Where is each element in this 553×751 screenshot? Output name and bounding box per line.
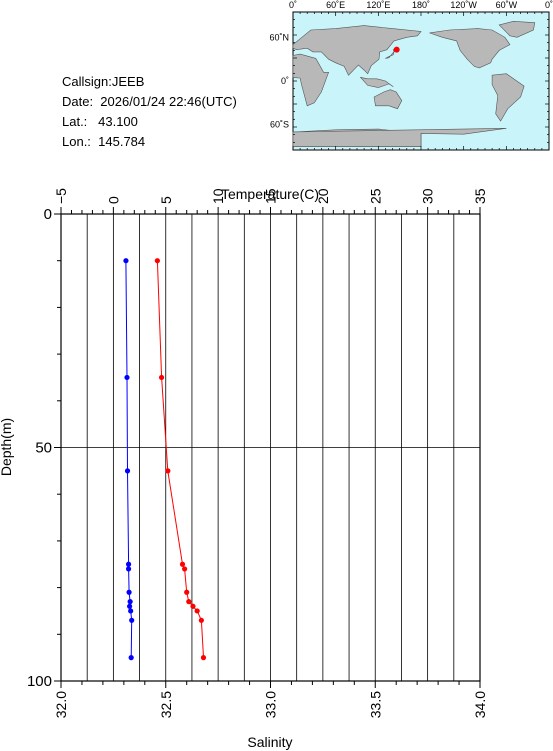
date-text: Date: 2026/01/24 22:46(UTC) <box>62 94 237 109</box>
land-mass <box>292 53 330 107</box>
temperature-tick-label: −5 <box>53 188 69 204</box>
temperature-tick-label: 30 <box>420 188 436 204</box>
land-mass <box>359 76 394 88</box>
salinity-data-point <box>154 258 160 264</box>
temperature-data-point <box>123 258 129 264</box>
station-marker <box>393 46 400 53</box>
salinity-axis-label: Salinity <box>247 734 292 750</box>
salinity-tick-label: 33.5 <box>367 691 383 718</box>
salinity-data-point <box>190 603 196 609</box>
temperature-data-point <box>128 655 134 661</box>
land-mass <box>429 28 511 69</box>
salinity-data-point <box>179 561 186 567</box>
lat-text: Lat.: 43.100 <box>62 114 138 129</box>
salinity-tick-label: 33.0 <box>263 691 279 718</box>
temperature-data-point <box>128 608 134 614</box>
temperature-tick-label: 25 <box>367 188 383 204</box>
map-lon-label: 120˚E <box>366 0 390 10</box>
temperature-tick-label: 5 <box>158 196 174 204</box>
map-lon-label: 0˚ <box>289 0 297 10</box>
temperature-axis-label: Temperature(C) <box>221 186 319 202</box>
world-map: 0˚ 60˚E 120˚E 180˚ 120˚W 60˚W 0˚ 60˚N 0˚ 60˚S <box>269 0 553 151</box>
callsign-text: Callsign:JEEB <box>62 74 145 89</box>
temperature-data-point <box>125 566 132 572</box>
temperature-ticks: −5 0 5 10 15 20 25 30 35 <box>53 188 488 214</box>
chart-grid <box>60 214 481 681</box>
depth-axis-label: Depth(m) <box>0 418 14 476</box>
salinity-ticks: 32.0 32.5 33.0 33.5 34.0 <box>53 681 488 718</box>
station-info: Callsign:JEEB Date: 2026/01/24 22:46(UTC… <box>62 72 237 152</box>
salinity-data-point <box>198 617 204 623</box>
temperature-tick-label: 20 <box>315 188 331 204</box>
salinity-data-point <box>194 608 200 614</box>
map-lat-label: 60˚N <box>269 32 289 42</box>
salinity-data-point <box>186 599 192 605</box>
depth-tick-label: 50 <box>35 440 52 457</box>
map-frame-ticks <box>292 11 550 151</box>
temperature-data-point <box>124 374 130 381</box>
land-mass <box>491 73 525 122</box>
map-lon-label: 0˚ <box>545 0 553 10</box>
map-lon-label: 60˚W <box>496 0 518 10</box>
map-land <box>292 20 536 147</box>
series-layer <box>123 258 207 661</box>
temperature-data-point <box>129 617 135 623</box>
map-lat-label: 60˚S <box>270 120 289 130</box>
map-lon-label: 60˚E <box>326 0 345 10</box>
map-latitude-labels: 60˚N 0˚ 60˚S <box>269 32 289 129</box>
temperature-data-point <box>126 589 132 595</box>
depth-tick-label: 100 <box>27 673 52 690</box>
temperature-series-line <box>125 260 133 658</box>
salinity-tick-label: 32.0 <box>53 691 69 718</box>
lon-text: Lon.: 145.784 <box>62 134 146 149</box>
temperature-tick-label: 35 <box>472 188 488 204</box>
profile-chart: −5 0 5 10 15 20 25 30 35 32.0 32.5 33.0 33.5 34.0 05… <box>0 186 488 750</box>
salinity-tick-label: 34.0 <box>472 691 488 718</box>
map-lon-label: 120˚W <box>450 0 477 10</box>
temperature-tick-label: 10 <box>210 188 226 204</box>
salinity-data-point <box>200 655 207 661</box>
map-longitude-labels: 0˚ 60˚E 120˚E 180˚ 120˚W 60˚W 0˚ <box>289 0 553 10</box>
temperature-data-point <box>127 599 133 605</box>
map-lon-label: 180˚ <box>412 0 430 10</box>
temperature-tick-label: 0 <box>105 196 121 204</box>
land-mass <box>292 25 422 76</box>
land-mass <box>373 89 403 110</box>
salinity-data-point <box>165 468 171 474</box>
land-mass <box>498 20 536 38</box>
temperature-tick-label: 15 <box>263 188 279 204</box>
salinity-data-point <box>182 566 188 572</box>
salinity-data-point <box>184 589 190 595</box>
salinity-data-point <box>158 374 165 381</box>
temperature-data-point <box>125 561 132 567</box>
salinity-series-line <box>156 260 204 658</box>
depth-tick-label: 0 <box>44 206 52 223</box>
salinity-tick-label: 32.5 <box>158 691 174 718</box>
temperature-data-point <box>124 468 131 474</box>
temperature-data-point <box>127 603 133 609</box>
depth-ticks: 0 50 100 <box>27 206 61 690</box>
map-lat-label: 0˚ <box>281 76 289 86</box>
